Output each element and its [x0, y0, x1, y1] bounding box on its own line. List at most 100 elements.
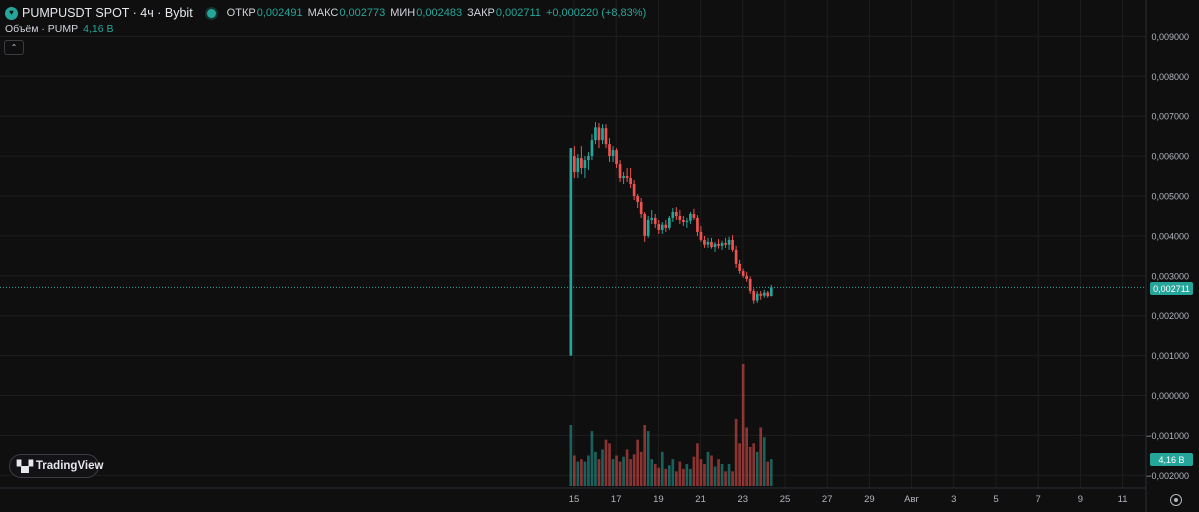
- volume-bar: [724, 471, 727, 486]
- symbol-header: ♥ PUMPUSDT SPOT · 4ч · Bybit ОТКР 0,0024…: [5, 4, 651, 22]
- price-tick-label: −0,001000: [1146, 431, 1189, 441]
- time-tick-label: 9: [1078, 494, 1083, 505]
- candle-body: [580, 158, 583, 169]
- candle-body: [597, 127, 601, 141]
- close-value: 0,002711: [495, 7, 541, 19]
- volume-bar: [608, 443, 611, 486]
- price-tick-label: 0,007000: [1151, 112, 1189, 122]
- change-value: +0,000220 (+8,83%): [545, 7, 647, 19]
- candle-body: [706, 241, 710, 245]
- high-label: МАКС: [307, 7, 339, 19]
- time-tick-label: 11: [1118, 494, 1128, 505]
- volume-bar: [625, 449, 629, 486]
- candle-body: [646, 219, 650, 236]
- collapse-legend-button[interactable]: ⌃: [4, 40, 24, 55]
- volume-bar: [717, 459, 720, 486]
- candle-body: [569, 148, 573, 356]
- time-tick-label: Авг: [904, 494, 919, 505]
- time-tick-label: 21: [695, 494, 706, 505]
- price-tick-label: 0,006000: [1151, 152, 1189, 162]
- low-label: МИН: [390, 7, 416, 19]
- candle-body: [601, 128, 604, 141]
- price-tick-label: 0,004000: [1151, 231, 1189, 241]
- volume-bar: [643, 425, 647, 486]
- volume-bar: [629, 459, 632, 486]
- price-tick-label: −0,002000: [1146, 471, 1189, 481]
- candle-body: [611, 150, 615, 157]
- volume-bar: [741, 364, 745, 486]
- volume-bar: [611, 459, 615, 486]
- market-status-icon[interactable]: [206, 8, 216, 18]
- candle-body: [632, 184, 636, 196]
- candle-body: [576, 158, 580, 173]
- candle-body: [752, 290, 756, 301]
- volume-bar: [748, 446, 752, 486]
- close-label: ЗАКР: [467, 7, 495, 19]
- candle-body: [696, 217, 699, 232]
- candle-body: [741, 271, 745, 276]
- candle-body: [653, 217, 657, 224]
- candle-body: [738, 263, 741, 272]
- open-value: 0,002491: [256, 7, 303, 19]
- price-tick-label: 0,008000: [1151, 72, 1189, 82]
- volume-bar: [601, 449, 604, 486]
- candle-body: [643, 213, 647, 236]
- price-tick-label: 0,001000: [1151, 351, 1189, 361]
- candle-body: [745, 275, 749, 279]
- volume-bar: [727, 464, 731, 486]
- candle-body: [724, 243, 727, 245]
- candle-body: [766, 292, 770, 297]
- volume-bar: [769, 459, 773, 486]
- candle-body: [713, 243, 717, 248]
- candle-body: [678, 215, 682, 220]
- volume-bar: [583, 461, 587, 486]
- volume-bar: [632, 454, 636, 486]
- time-tick-label: 5: [993, 494, 998, 505]
- candle-body: [671, 211, 675, 218]
- volume-bar: [738, 443, 741, 486]
- time-tick-label: 27: [822, 494, 833, 505]
- volume-bar: [671, 459, 675, 486]
- candle-body: [682, 219, 685, 222]
- volume-bar: [696, 443, 699, 486]
- candle-body: [587, 156, 590, 161]
- time-tick-label: 7: [1036, 494, 1041, 505]
- volume-bar: [594, 451, 597, 486]
- time-tick-label: 23: [738, 494, 749, 505]
- candle-body: [674, 211, 678, 216]
- candle-body: [594, 127, 597, 141]
- volume-bar: [569, 425, 573, 486]
- open-label: ОТКР: [226, 7, 256, 19]
- volume-bar: [706, 451, 710, 486]
- price-tick-label: 0,005000: [1151, 192, 1189, 202]
- volume-bar: [766, 461, 770, 486]
- volume-bar: [657, 467, 661, 486]
- volume-bar: [745, 427, 749, 486]
- candle-body: [639, 201, 643, 214]
- volume-bar: [580, 459, 583, 486]
- settings-icon[interactable]: [1170, 494, 1182, 506]
- volume-value: 4,16 B: [83, 23, 114, 35]
- pump-token-icon: ♥: [5, 6, 18, 20]
- candle-body: [748, 278, 752, 291]
- tradingview-logo[interactable]: ▚▞ TradingView: [9, 454, 103, 478]
- volume-bar: [590, 431, 594, 486]
- symbol-title[interactable]: PUMPUSDT SPOT · 4ч · Bybit: [22, 6, 193, 20]
- volume-legend[interactable]: Объём · PUMP 4,16 B: [5, 23, 113, 35]
- volume-bar: [587, 455, 590, 486]
- candle-body: [625, 176, 629, 179]
- volume-bar: [660, 451, 664, 486]
- volume-bar: [689, 468, 692, 486]
- candle-body: [636, 196, 639, 202]
- volume-label: Объём · PUMP: [5, 23, 79, 35]
- candle-body: [734, 249, 738, 264]
- volume-bar: [752, 443, 756, 486]
- candle-body: [615, 150, 618, 165]
- candle-body: [692, 213, 696, 218]
- volume-bar: [734, 418, 738, 486]
- candle-body: [685, 220, 689, 222]
- volume-bar: [618, 461, 622, 486]
- volume-bar: [664, 468, 668, 486]
- volume-bar: [604, 439, 608, 486]
